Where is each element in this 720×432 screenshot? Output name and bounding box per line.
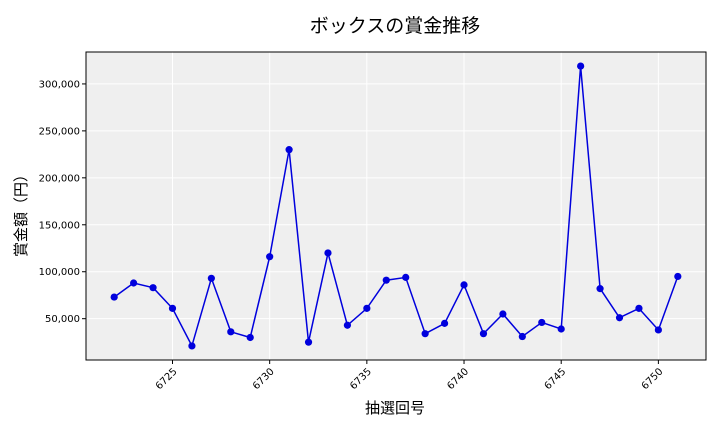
data-point xyxy=(635,304,643,312)
y-axis-label: 賞金額（円） xyxy=(12,167,30,257)
data-point xyxy=(615,314,624,322)
chart-title: ボックスの賞金推移 xyxy=(310,15,480,37)
plot-area xyxy=(86,52,706,360)
y-tick-label: 300,000 xyxy=(39,79,80,90)
y-tick-label: 50,000 xyxy=(45,314,80,325)
x-tick-label: 6750 xyxy=(640,366,666,392)
data-point xyxy=(460,281,468,289)
data-point xyxy=(499,310,507,318)
y-tick-label: 150,000 xyxy=(39,220,80,231)
y-tick-label: 250,000 xyxy=(39,126,80,137)
data-point xyxy=(343,321,352,329)
data-point xyxy=(596,285,604,293)
data-point xyxy=(304,338,313,346)
plot-frame xyxy=(85,51,707,361)
data-point xyxy=(382,276,390,284)
y-tick-label: 200,000 xyxy=(39,173,80,184)
x-tick-label: 6745 xyxy=(543,366,569,392)
x-tick-label: 6725 xyxy=(154,366,180,392)
data-point xyxy=(207,274,215,282)
data-point xyxy=(110,293,118,301)
x-tick-label: 6735 xyxy=(348,366,374,392)
data-point xyxy=(246,333,254,342)
data-point xyxy=(674,272,682,281)
data-point xyxy=(538,318,546,327)
data-point xyxy=(654,326,662,334)
x-axis-label: 抽選回号 xyxy=(365,399,425,417)
data-point xyxy=(130,279,138,287)
data-point xyxy=(518,332,526,341)
grid xyxy=(86,52,706,360)
data-point xyxy=(227,328,235,336)
data-point xyxy=(440,319,449,327)
data-point xyxy=(324,249,332,257)
y-tick-label: 100,000 xyxy=(39,267,80,278)
data-point xyxy=(188,342,196,350)
x-tick-label: 6730 xyxy=(251,366,277,392)
data-point xyxy=(266,253,274,261)
data-point xyxy=(363,304,371,312)
data-point xyxy=(421,330,429,338)
data-point xyxy=(149,284,157,292)
data-point xyxy=(557,325,565,333)
data-point xyxy=(285,146,293,154)
data-point xyxy=(479,330,488,338)
series xyxy=(110,62,682,350)
data-point xyxy=(402,273,410,281)
data-point xyxy=(168,304,177,312)
x-tick-label: 6740 xyxy=(445,366,471,392)
series-line xyxy=(113,66,679,348)
data-point xyxy=(577,62,585,70)
